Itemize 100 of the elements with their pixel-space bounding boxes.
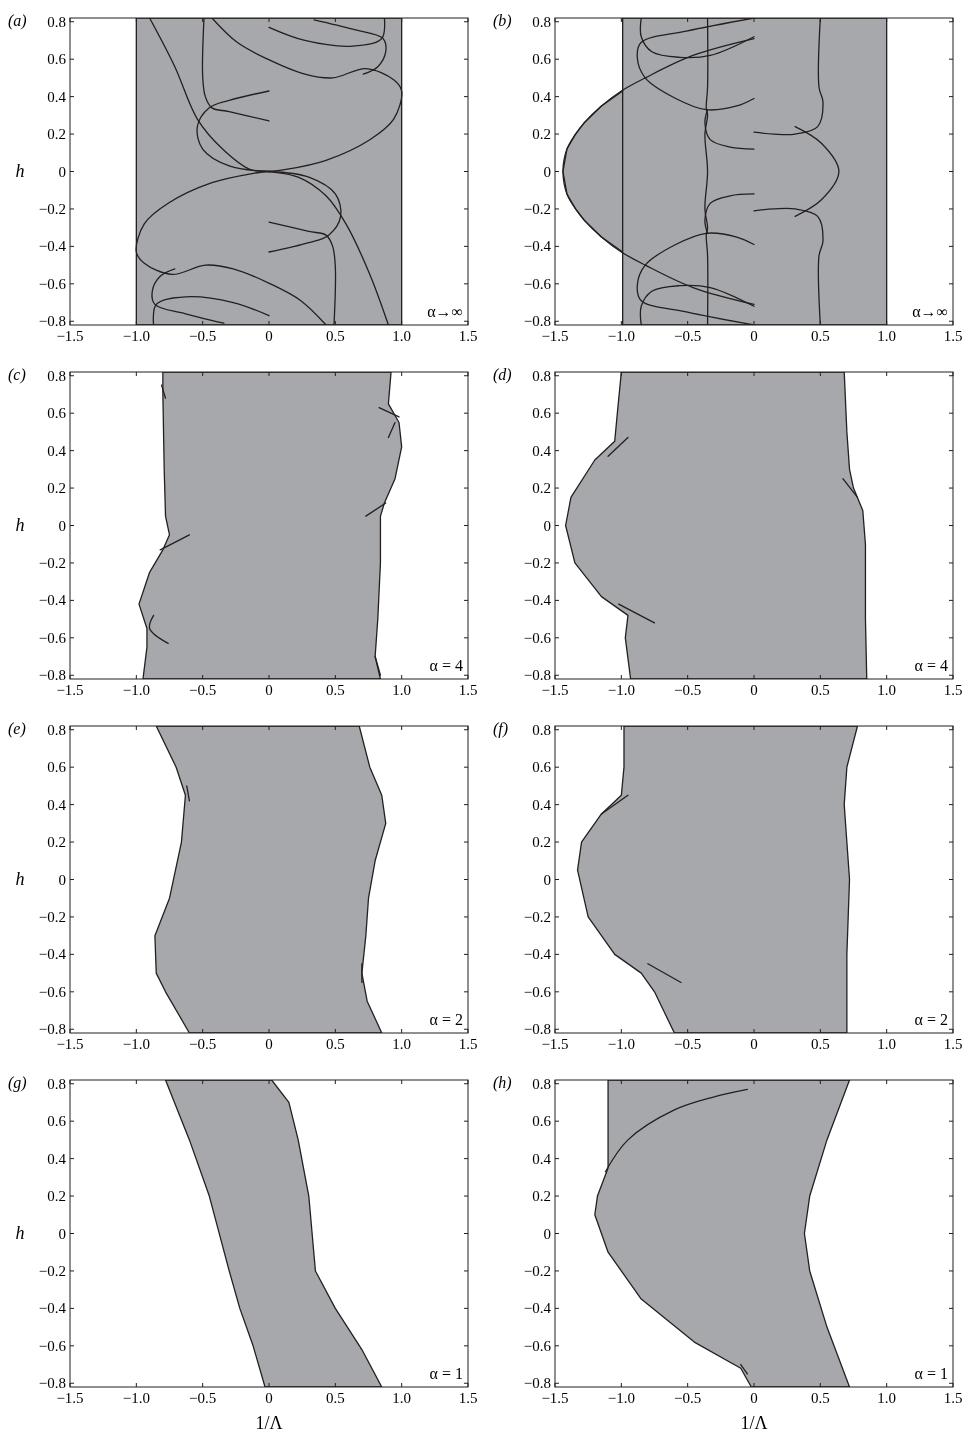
y-tick-label: −0.6 (523, 629, 552, 646)
y-tick-label: 0.4 (47, 442, 67, 459)
x-tick-label: −1.0 (607, 682, 635, 698)
y-tick-label: 0.8 (47, 13, 66, 30)
annotation: α = 4 (429, 657, 463, 674)
x-tick-label: 0.5 (810, 682, 830, 698)
x-tick-label: −1.0 (607, 1036, 635, 1052)
y-tick-label: 0.2 (47, 1188, 66, 1205)
x-tick-label: 0.5 (810, 1390, 830, 1406)
y-tick-label: 0.8 (47, 367, 66, 384)
x-tick-label: −1.0 (122, 1390, 150, 1406)
x-tick-label: −0.5 (189, 682, 217, 698)
x-tick-label: −0.5 (674, 1390, 702, 1406)
x-tick-label: 1.5 (943, 1390, 963, 1406)
y-tick-label: −0.8 (38, 313, 66, 330)
y-tick-label: 0.8 (532, 13, 551, 30)
y-tick-label: 0.2 (47, 480, 66, 497)
x-tick-label: 1.5 (458, 1390, 478, 1406)
x-tick-label: 1.0 (877, 682, 897, 698)
y-tick-label: −0.2 (523, 200, 551, 217)
y-tick-label: −0.4 (38, 946, 67, 963)
y-tick-label: −0.2 (523, 908, 551, 925)
x-tick-label: −0.5 (674, 682, 702, 698)
x-tick-label: 1.0 (877, 328, 897, 344)
y-tick-label: −0.6 (523, 983, 552, 1000)
y-tick-label: −0.2 (38, 200, 66, 217)
y-tick-label: 0.2 (532, 1188, 551, 1205)
chart-title: (a) (8, 12, 27, 30)
y-tick-label: 0.6 (47, 405, 67, 422)
annotation: α→∞ (427, 303, 463, 320)
x-tick-label: 0 (750, 328, 758, 344)
x-tick-label: 1.0 (877, 1390, 897, 1406)
y-tick-label: −0.4 (38, 592, 67, 609)
x-tick-label: 1.5 (943, 1036, 963, 1052)
y-tick-label: −0.2 (38, 1262, 66, 1279)
x-tick-label: 0.5 (810, 1036, 830, 1052)
x-tick-label: −1.5 (56, 328, 84, 344)
x-tick-label: −1.5 (541, 328, 569, 344)
x-tick-label: 0 (265, 1036, 273, 1052)
y-tick-label: 0.6 (532, 51, 552, 68)
y-tick-label: −0.2 (523, 554, 551, 571)
x-tick-label: 1.0 (392, 1036, 412, 1052)
annotation: α = 1 (914, 1365, 948, 1382)
annotation: α = 2 (429, 1011, 463, 1028)
y-tick-label: 0.2 (532, 126, 551, 143)
y-tick-label: 0.6 (532, 405, 552, 422)
x-tick-label: 0 (265, 682, 273, 698)
y-tick-label: 0.6 (532, 1113, 552, 1130)
y-tick-label: −0.6 (38, 983, 67, 1000)
y-axis-title: h (15, 1222, 25, 1243)
y-tick-label: −0.4 (38, 238, 67, 255)
y-tick-label: 0.4 (47, 1150, 67, 1167)
x-tick-label: 0 (750, 1390, 758, 1406)
y-tick-label: −0.8 (523, 1021, 551, 1038)
x-tick-label: −1.5 (56, 682, 84, 698)
y-tick-label: −0.2 (38, 908, 66, 925)
x-tick-label: −0.5 (189, 328, 217, 344)
y-tick-label: 0.4 (532, 88, 552, 105)
y-tick-label: −0.4 (523, 1300, 552, 1317)
x-tick-label: 1.5 (458, 682, 478, 698)
x-tick-label: 0.5 (325, 1390, 345, 1406)
x-axis-title: 1/Λ (740, 1413, 768, 1433)
x-tick-label: −1.0 (122, 328, 150, 344)
x-tick-label: 1.5 (943, 682, 963, 698)
y-tick-label: 0.4 (47, 88, 67, 105)
y-tick-label: −0.4 (523, 946, 552, 963)
y-tick-label: −0.6 (38, 1337, 67, 1354)
y-tick-label: 0.4 (532, 442, 552, 459)
y-tick-label: 0.8 (47, 721, 66, 738)
x-tick-label: −1.5 (541, 1036, 569, 1052)
y-tick-label: 0.2 (532, 834, 551, 851)
chart-title: (c) (8, 366, 26, 384)
x-tick-label: 0 (750, 682, 758, 698)
y-tick-label: 0.8 (532, 367, 551, 384)
chart-title: (f) (493, 720, 509, 738)
x-tick-label: 1.5 (943, 328, 963, 344)
y-tick-label: 0 (543, 517, 551, 534)
y-tick-label: 0.6 (47, 1113, 67, 1130)
x-tick-label: −1.5 (541, 682, 569, 698)
y-tick-label: 0.8 (532, 1075, 551, 1092)
y-tick-label: −0.6 (38, 629, 67, 646)
x-tick-label: 1.0 (392, 1390, 412, 1406)
y-tick-label: −0.4 (523, 592, 552, 609)
x-tick-label: 0 (750, 1036, 758, 1052)
chart-title: (g) (8, 1074, 27, 1092)
y-axis-title: h (15, 514, 25, 535)
x-tick-label: −1.0 (122, 682, 150, 698)
chart-title: (e) (8, 720, 26, 738)
y-tick-label: 0 (58, 163, 66, 180)
y-tick-label: −0.6 (38, 275, 67, 292)
annotation: α = 1 (429, 1365, 463, 1382)
y-tick-label: −0.2 (38, 554, 66, 571)
chart-title: (h) (493, 1074, 512, 1092)
y-tick-label: 0.4 (532, 796, 552, 813)
x-tick-label: 1.0 (392, 328, 412, 344)
y-tick-label: −0.8 (523, 1375, 551, 1392)
x-tick-label: 1.0 (392, 682, 412, 698)
x-tick-label: −0.5 (189, 1390, 217, 1406)
y-tick-label: 0.6 (532, 759, 552, 776)
x-tick-label: −0.5 (674, 1036, 702, 1052)
